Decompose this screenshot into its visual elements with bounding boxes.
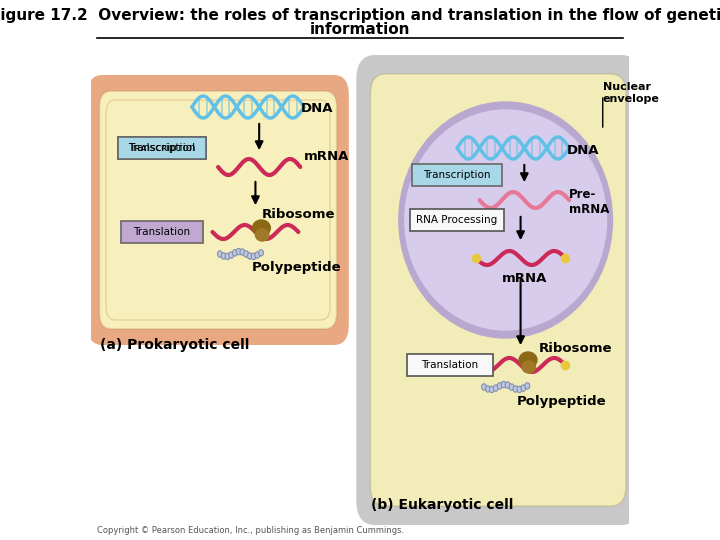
FancyBboxPatch shape — [118, 137, 206, 159]
FancyBboxPatch shape — [121, 221, 203, 243]
FancyBboxPatch shape — [410, 209, 504, 231]
Circle shape — [233, 249, 238, 256]
Text: (a) Prokaryotic cell: (a) Prokaryotic cell — [100, 338, 249, 352]
Text: DNA: DNA — [567, 144, 599, 157]
Ellipse shape — [522, 361, 536, 373]
Circle shape — [217, 251, 222, 257]
Ellipse shape — [519, 352, 537, 368]
Ellipse shape — [399, 102, 613, 338]
Circle shape — [525, 383, 530, 389]
Text: Translation: Translation — [421, 360, 478, 370]
Circle shape — [240, 249, 245, 255]
Circle shape — [513, 386, 518, 392]
Circle shape — [482, 384, 487, 390]
Ellipse shape — [405, 110, 606, 330]
Text: mRNA: mRNA — [502, 272, 547, 285]
Text: DNA: DNA — [300, 103, 333, 116]
Text: Nuclear
envelope: Nuclear envelope — [603, 82, 660, 104]
Text: (b) Eukaryotic cell: (b) Eukaryotic cell — [372, 498, 513, 512]
Circle shape — [505, 382, 510, 388]
Text: Translation: Translation — [133, 227, 191, 237]
FancyBboxPatch shape — [356, 55, 640, 525]
Text: Transcription: Transcription — [423, 170, 491, 180]
Text: TʀᴀӀѕсʀіртіoӀ: TʀᴀӀѕсʀіртіoӀ — [128, 143, 196, 153]
Text: Figure 17.2  Overview: the roles of transcription and translation in the flow of: Figure 17.2 Overview: the roles of trans… — [0, 8, 720, 23]
FancyBboxPatch shape — [371, 74, 626, 506]
Text: Ribosome: Ribosome — [261, 207, 335, 220]
Text: mRNA: mRNA — [304, 151, 349, 164]
Circle shape — [501, 381, 506, 388]
Text: Transcription: Transcription — [128, 143, 196, 153]
Text: RNA Processing: RNA Processing — [416, 215, 498, 225]
Circle shape — [509, 384, 514, 390]
Circle shape — [221, 253, 226, 259]
FancyBboxPatch shape — [87, 75, 348, 345]
Circle shape — [493, 385, 498, 392]
Circle shape — [521, 385, 526, 392]
FancyBboxPatch shape — [99, 91, 337, 329]
Ellipse shape — [256, 229, 269, 241]
Text: Polypeptide: Polypeptide — [517, 395, 606, 408]
Text: information: information — [310, 22, 410, 37]
Circle shape — [258, 249, 264, 256]
Circle shape — [236, 248, 241, 255]
Circle shape — [498, 383, 502, 389]
Circle shape — [243, 251, 248, 257]
FancyBboxPatch shape — [118, 137, 206, 159]
Circle shape — [251, 253, 256, 260]
Circle shape — [248, 253, 252, 259]
Ellipse shape — [253, 220, 271, 236]
Text: Ribosome: Ribosome — [539, 342, 613, 355]
FancyBboxPatch shape — [413, 164, 502, 186]
Circle shape — [255, 252, 260, 258]
Text: Polypeptide: Polypeptide — [252, 261, 341, 274]
Circle shape — [225, 253, 230, 260]
Circle shape — [517, 386, 522, 393]
Text: Copyright © Pearson Education, Inc., publishing as Benjamin Cummings.: Copyright © Pearson Education, Inc., pub… — [97, 526, 404, 535]
FancyBboxPatch shape — [407, 354, 492, 376]
Circle shape — [229, 252, 233, 258]
Circle shape — [490, 386, 494, 393]
Circle shape — [485, 386, 490, 392]
Text: Pre-
mRNA: Pre- mRNA — [569, 188, 610, 216]
